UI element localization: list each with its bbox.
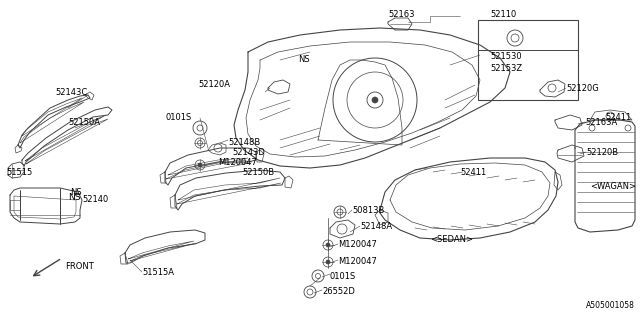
Circle shape <box>372 97 378 103</box>
Bar <box>478 20 578 100</box>
Text: 52120G: 52120G <box>566 84 599 93</box>
Text: 51515: 51515 <box>6 168 32 177</box>
Text: 52150B: 52150B <box>242 168 274 177</box>
Text: 52120A: 52120A <box>198 80 230 89</box>
Circle shape <box>198 163 202 167</box>
Text: 51515A: 51515A <box>142 268 174 277</box>
Text: 52120B: 52120B <box>586 148 618 157</box>
Text: 52153Z: 52153Z <box>490 64 522 73</box>
Text: 52143C: 52143C <box>55 88 87 97</box>
Text: 52148B: 52148B <box>228 138 260 147</box>
Text: M120047: M120047 <box>338 240 377 249</box>
Text: 52148A: 52148A <box>360 222 392 231</box>
Text: 52150A: 52150A <box>68 118 100 127</box>
Text: <SEDAN>: <SEDAN> <box>430 235 473 244</box>
Text: M120047: M120047 <box>338 257 377 266</box>
Text: NS: NS <box>68 193 81 202</box>
Text: 52411: 52411 <box>460 168 486 177</box>
Text: <WAGAN>: <WAGAN> <box>590 182 636 191</box>
Circle shape <box>326 243 330 247</box>
Text: 52140: 52140 <box>82 195 108 204</box>
Text: FRONT: FRONT <box>65 262 93 271</box>
Text: 50813B: 50813B <box>352 206 385 215</box>
Text: 521530: 521530 <box>490 52 522 61</box>
Circle shape <box>326 260 330 264</box>
Text: 52110: 52110 <box>490 10 516 19</box>
Text: 52163A: 52163A <box>585 118 617 127</box>
Text: 26552D: 26552D <box>322 287 355 296</box>
Text: 52163: 52163 <box>388 10 415 19</box>
Text: A505001058: A505001058 <box>586 301 635 310</box>
Text: 0101S: 0101S <box>165 113 191 122</box>
Text: 52143D: 52143D <box>232 148 265 157</box>
Text: NS: NS <box>298 55 310 64</box>
Text: 52411: 52411 <box>605 113 631 122</box>
Text: M120047: M120047 <box>218 158 257 167</box>
Text: 0101S: 0101S <box>330 272 356 281</box>
Text: NS: NS <box>70 188 82 197</box>
